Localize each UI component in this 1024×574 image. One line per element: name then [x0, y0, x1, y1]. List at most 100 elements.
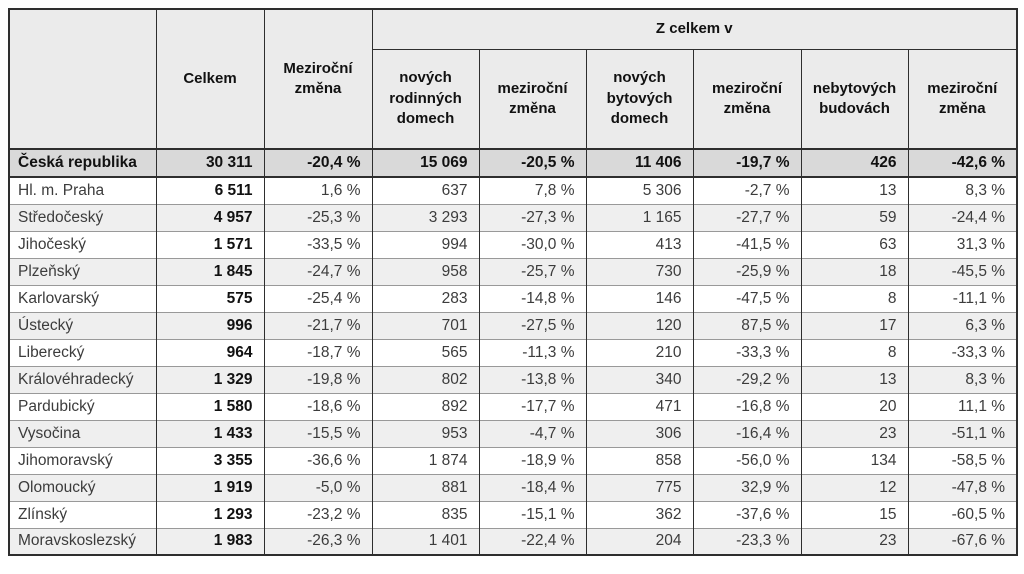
value-cell: 15 069 [371, 148, 480, 178]
region-cell: Česká republika [8, 148, 157, 178]
value-cell: 1 433 [155, 419, 265, 447]
value-cell: -42,6 % [907, 148, 1018, 178]
value-cell: 3 293 [371, 203, 480, 231]
value-cell: 730 [585, 257, 694, 285]
region-cell: Plzeňský [8, 257, 157, 285]
region-cell: Královéhradecký [8, 365, 157, 393]
value-cell: 340 [585, 365, 694, 393]
region-cell: Hl. m. Praha [8, 176, 157, 204]
value-cell: 204 [585, 527, 694, 555]
value-cell: 1,6 % [263, 176, 373, 204]
table-row: Ústecký 996 -21,7 % 701 -27,5 % 120 87,5… [8, 311, 1018, 339]
value-cell: -26,3 % [263, 527, 373, 555]
value-cell: 8,3 % [907, 176, 1018, 204]
value-cell: -11,3 % [478, 338, 587, 366]
value-cell: -24,7 % [263, 257, 373, 285]
value-cell: 23 [800, 527, 909, 555]
sub-header-new-family-houses: nových rodinných domech [371, 49, 480, 149]
value-cell: 7,8 % [478, 176, 587, 204]
value-cell: -18,9 % [478, 446, 587, 474]
value-cell: 1 983 [155, 527, 265, 555]
value-cell: -11,1 % [907, 284, 1018, 312]
value-cell: 5 306 [585, 176, 694, 204]
table-row: Jihomoravský 3 355 -36,6 % 1 874 -18,9 %… [8, 446, 1018, 474]
value-cell: 17 [800, 311, 909, 339]
col-header-yoy: Meziroční změna [263, 9, 373, 149]
region-cell: Karlovarský [8, 284, 157, 312]
value-cell: 881 [371, 473, 480, 501]
value-cell: 134 [800, 446, 909, 474]
value-cell: -27,3 % [478, 203, 587, 231]
value-cell: -47,5 % [692, 284, 802, 312]
value-cell: 802 [371, 365, 480, 393]
value-cell: 996 [155, 311, 265, 339]
table-row: Vysočina 1 433 -15,5 % 953 -4,7 % 306 -1… [8, 419, 1018, 447]
value-cell: 31,3 % [907, 230, 1018, 258]
value-cell: -23,2 % [263, 500, 373, 528]
value-cell: -27,5 % [478, 311, 587, 339]
region-cell: Pardubický [8, 392, 157, 420]
value-cell: 775 [585, 473, 694, 501]
region-cell: Liberecký [8, 338, 157, 366]
region-cell: Olomoucký [8, 473, 157, 501]
table-row: Pardubický 1 580 -18,6 % 892 -17,7 % 471… [8, 392, 1018, 420]
value-cell: 1 580 [155, 392, 265, 420]
value-cell: 565 [371, 338, 480, 366]
value-cell: 120 [585, 311, 694, 339]
value-cell: 1 165 [585, 203, 694, 231]
regions-statistics-table-wrap: Celkem Meziroční změna Z celkem v nových… [8, 8, 1019, 556]
value-cell: -56,0 % [692, 446, 802, 474]
value-cell: -36,6 % [263, 446, 373, 474]
value-cell: -24,4 % [907, 203, 1018, 231]
value-cell: -18,4 % [478, 473, 587, 501]
table-row: Středočeský 4 957 -25,3 % 3 293 -27,3 % … [8, 203, 1018, 231]
region-cell: Ústecký [8, 311, 157, 339]
value-cell: -41,5 % [692, 230, 802, 258]
value-cell: 8 [800, 284, 909, 312]
value-cell: 59 [800, 203, 909, 231]
value-cell: 575 [155, 284, 265, 312]
value-cell: -60,5 % [907, 500, 1018, 528]
value-cell: 413 [585, 230, 694, 258]
value-cell: 701 [371, 311, 480, 339]
table-row: Plzeňský 1 845 -24,7 % 958 -25,7 % 730 -… [8, 257, 1018, 285]
value-cell: -13,8 % [478, 365, 587, 393]
region-cell: Středočeský [8, 203, 157, 231]
value-cell: 87,5 % [692, 311, 802, 339]
value-cell: -45,5 % [907, 257, 1018, 285]
value-cell: -67,6 % [907, 527, 1018, 555]
value-cell: -25,9 % [692, 257, 802, 285]
table-body: Česká republika 30 311 -20,4 % 15 069 -2… [8, 148, 1018, 555]
value-cell: -27,7 % [692, 203, 802, 231]
sub-header-nonresidential-buildings: nebytových budovách [800, 49, 909, 149]
value-cell: 23 [800, 419, 909, 447]
value-cell: 20 [800, 392, 909, 420]
value-cell: -33,3 % [692, 338, 802, 366]
value-cell: 13 [800, 365, 909, 393]
value-cell: -58,5 % [907, 446, 1018, 474]
value-cell: 994 [371, 230, 480, 258]
value-cell: 1 845 [155, 257, 265, 285]
table-row: Liberecký 964 -18,7 % 565 -11,3 % 210 -3… [8, 338, 1018, 366]
value-cell: 1 919 [155, 473, 265, 501]
value-cell: -25,3 % [263, 203, 373, 231]
value-cell: 12 [800, 473, 909, 501]
value-cell: 63 [800, 230, 909, 258]
value-cell: 858 [585, 446, 694, 474]
sub-header-yoy-1: meziroční změna [478, 49, 587, 149]
value-cell: 15 [800, 500, 909, 528]
value-cell: 4 957 [155, 203, 265, 231]
table-row: Hl. m. Praha 6 511 1,6 % 637 7,8 % 5 306… [8, 176, 1018, 204]
value-cell: 835 [371, 500, 480, 528]
value-cell: -37,6 % [692, 500, 802, 528]
sub-header-yoy-3: meziroční změna [907, 49, 1018, 149]
value-cell: 1 293 [155, 500, 265, 528]
total-row-ceska-republika: Česká republika 30 311 -20,4 % 15 069 -2… [8, 148, 1018, 178]
table-row: Jihočeský 1 571 -33,5 % 994 -30,0 % 413 … [8, 230, 1018, 258]
value-cell: 426 [800, 148, 909, 178]
value-cell: 11 406 [585, 148, 694, 178]
value-cell: -19,8 % [263, 365, 373, 393]
value-cell: -2,7 % [692, 176, 802, 204]
value-cell: -33,3 % [907, 338, 1018, 366]
value-cell: 1 329 [155, 365, 265, 393]
